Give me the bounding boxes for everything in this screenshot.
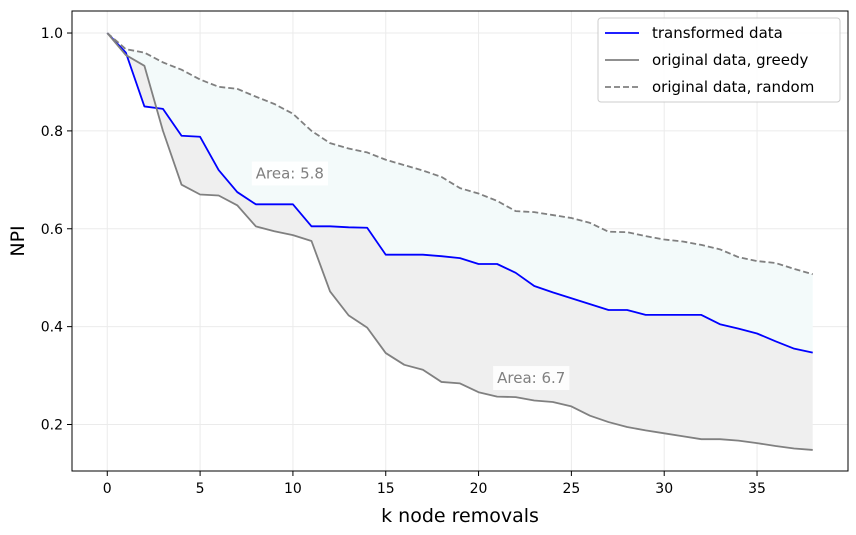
- x-tick-label: 5: [196, 481, 205, 497]
- y-tick-label: 0.4: [41, 320, 63, 336]
- y-tick-label: 0.2: [41, 418, 63, 434]
- annotation-label: Area: 5.8: [256, 164, 324, 182]
- area-annotation: Area: 5.8: [251, 161, 328, 186]
- x-tick-label: 10: [284, 481, 302, 497]
- area-fill: [107, 33, 813, 450]
- x-tick-label: 15: [377, 481, 395, 497]
- legend-label: original data, greedy: [652, 51, 808, 69]
- annotation-box: [493, 366, 570, 391]
- x-tick-label: 0: [103, 481, 112, 497]
- legend-label: original data, random: [652, 78, 814, 96]
- y-axis-label: NPI: [7, 225, 29, 256]
- area-fills: [107, 33, 813, 450]
- annotation-box: [251, 161, 328, 186]
- x-tick-label: 25: [562, 481, 580, 497]
- y-tick-label: 0.6: [41, 222, 63, 238]
- y-tick-label: 0.8: [41, 124, 63, 140]
- series-line-original-data-random: [106, 32, 813, 276]
- x-tick-label: 20: [470, 481, 488, 497]
- area-fill: [107, 33, 813, 353]
- annotation-label: Area: 6.7: [497, 369, 565, 387]
- plot-frame: [71, 10, 849, 472]
- series-lines: [106, 32, 813, 451]
- legend: transformed data original data, greedy ori…: [597, 17, 841, 103]
- axis-ticks: 0 5 10 15 20 25 30 35 0.2 0.4 0.6 0.8 1.0: [41, 26, 766, 497]
- series-line-original-data-greedy: [106, 32, 813, 451]
- x-tick-label: 35: [748, 481, 766, 497]
- legend-box: [597, 17, 841, 103]
- series-line-transformed-data: [106, 32, 813, 354]
- y-tick-label: 1.0: [41, 26, 63, 42]
- legend-label: transformed data: [652, 24, 783, 42]
- x-axis-label: k node removals: [381, 505, 539, 527]
- x-tick-label: 30: [655, 481, 673, 497]
- area-annotations: Area: 5.8 Area: 6.7: [251, 161, 570, 391]
- area-annotation: Area: 6.7: [493, 366, 570, 391]
